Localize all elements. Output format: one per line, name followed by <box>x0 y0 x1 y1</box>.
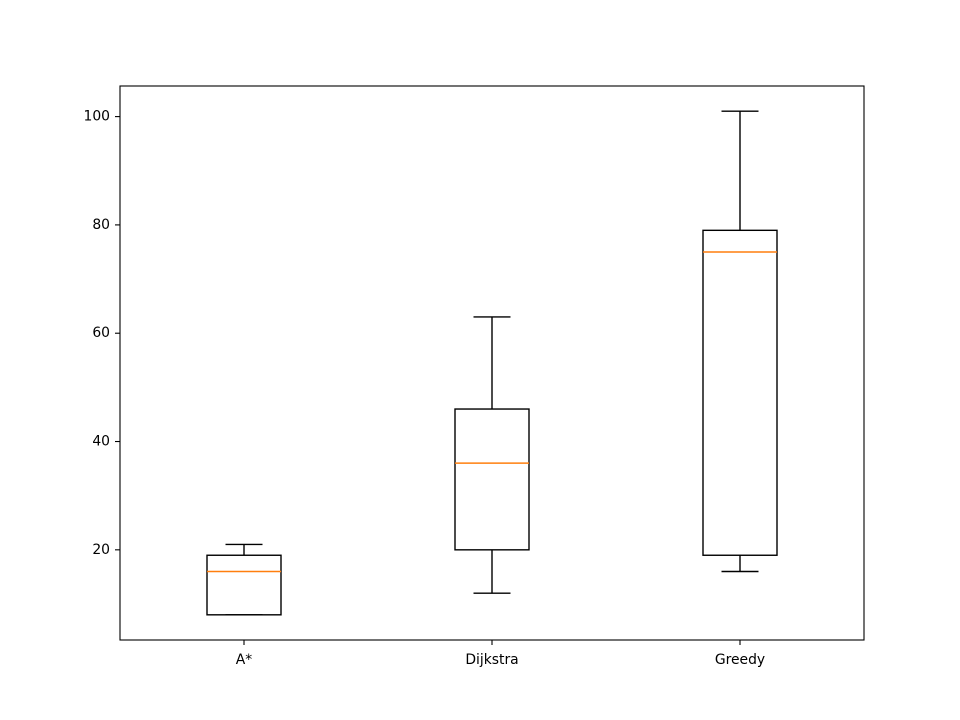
box-group-0 <box>206 543 282 616</box>
box-group-2 <box>702 110 778 573</box>
iqr-box <box>454 408 530 551</box>
y-tick-label: 100 <box>83 109 110 125</box>
y-axis: 20 40 60 80 100 <box>83 109 120 558</box>
x-tick-label: Greedy <box>715 652 765 668</box>
y-tick-label: 40 <box>92 434 110 450</box>
axes-frame <box>119 85 865 641</box>
x-tick-label: Dijkstra <box>465 652 518 668</box>
y-tick-label: 80 <box>92 217 110 233</box>
y-tick-label: 20 <box>92 542 110 558</box>
y-tick-label: 60 <box>92 325 110 341</box>
x-tick-label: A* <box>236 652 253 668</box>
iqr-box <box>702 229 778 556</box>
iqr-box <box>206 554 282 616</box>
plot-area <box>206 110 778 616</box>
box-group-1 <box>454 316 530 594</box>
x-axis: A* Dijkstra Greedy <box>236 640 765 668</box>
